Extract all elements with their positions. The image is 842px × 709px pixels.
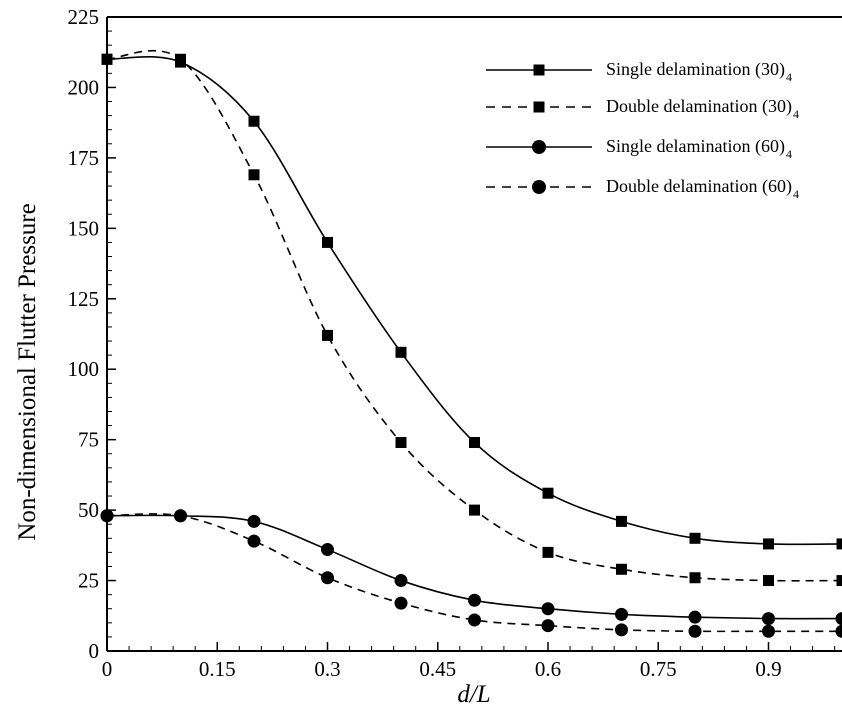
legend-entry-label: Double delamination (60) [606, 176, 792, 197]
y-tick-label: 75 [78, 428, 99, 452]
y-tick-label: 175 [68, 146, 100, 170]
legend-entry-label: Double delamination (30) [606, 96, 792, 117]
legend-marker [533, 64, 545, 76]
double-delamination-30-4-point [542, 546, 554, 558]
single-delamination-60-4-point [541, 602, 555, 616]
double-delamination-60-4-line [106, 513, 842, 633]
double-delamination-30-4-point [763, 575, 774, 587]
double-delamination-60-4-point [541, 619, 555, 633]
single-delamination-60-4-point [321, 543, 334, 557]
single-delamination-30-4-point [322, 236, 333, 248]
double-delamination-30-4-point [689, 572, 701, 584]
double-delamination-60-4-point [174, 509, 187, 523]
single-delamination-60-4-point [247, 514, 261, 528]
y-tick-label: 25 [78, 569, 99, 593]
legend-entry-label: Single delamination (60) [606, 136, 785, 157]
double-delamination-60-4-point [468, 613, 481, 627]
x-tick-label: 0.15 [199, 657, 236, 681]
series-markers [100, 53, 842, 638]
legend-marker [532, 180, 546, 194]
double-delamination-60-4-point [688, 624, 702, 638]
x-tick-label: 0 [102, 657, 113, 681]
single-delamination-30-4-point [542, 487, 554, 499]
legend-marker [532, 140, 546, 154]
x-tick-label: 0.75 [640, 657, 677, 681]
y-tick-label: 0 [89, 639, 100, 663]
axes: 0 25 50 75 100 125 150 175 200 225 0 0.15 0.3 0.45 0.6… [68, 5, 842, 681]
single-delamination-60-4-point [468, 593, 481, 607]
double-delamination-30-4-point [616, 563, 627, 575]
single-delamination-60-4-point [688, 610, 702, 624]
double-delamination-30-4-point [322, 329, 333, 341]
double-delamination-30-4-point [395, 436, 407, 448]
double-delamination-60-4-point [321, 571, 334, 585]
double-delamination-60-4-point [394, 596, 408, 610]
double-delamination-30-4-point [101, 53, 113, 65]
x-tick-label: 0.6 [535, 657, 561, 681]
legend-entry-subscript: 4 [793, 107, 799, 121]
single-delamination-30-4-point [469, 436, 480, 448]
single-delamination-30-4-point [689, 532, 701, 544]
double-delamination-60-4-point [100, 509, 114, 523]
single-delamination-60-4-point [762, 612, 775, 626]
double-delamination-30-4-point [175, 53, 186, 65]
single-delamination-30-4-point [616, 515, 627, 527]
single-delamination-30-4-point [763, 538, 774, 550]
double-delamination-30-4-point [248, 169, 260, 181]
double-delamination-60-4-point [835, 624, 842, 638]
legend-entry-label: Single delamination (30) [606, 59, 785, 80]
single-delamination-30-4-line [106, 56, 842, 546]
legend-entry-subscript: 4 [786, 147, 792, 161]
double-delamination-60-4-point [762, 624, 775, 638]
single-delamination-30-4-point [395, 346, 407, 358]
single-delamination-60-4-point [394, 574, 408, 588]
y-tick-label: 150 [68, 216, 100, 240]
double-delamination-60-4-point [615, 623, 628, 637]
double-delamination-30-4-point [469, 504, 480, 516]
x-tick-label: 0.3 [314, 657, 340, 681]
double-delamination-30-4-point [836, 575, 842, 587]
y-tick-label: 50 [78, 498, 99, 522]
y-axis-title: Non-dimensional Flutter Pressure [14, 203, 41, 540]
single-delamination-60-4-point [835, 612, 842, 626]
y-tick-label: 225 [68, 5, 100, 29]
y-tick-label: 125 [68, 287, 100, 311]
y-tick-label: 200 [68, 75, 100, 99]
single-delamination-60-4-point [615, 607, 628, 621]
single-delamination-30-4-point [248, 115, 260, 127]
legend-entry-subscript: 4 [786, 70, 792, 84]
legend-marker [533, 101, 545, 113]
y-tick-label: 100 [68, 357, 100, 381]
legend-entry-subscript: 4 [793, 187, 799, 201]
x-tick-label: 0.45 [419, 657, 456, 681]
single-delamination-30-4-point [836, 538, 842, 550]
double-delamination-60-4-point [247, 534, 261, 548]
x-axis-title: d/L [457, 681, 490, 708]
x-tick-label: 0.9 [755, 657, 781, 681]
